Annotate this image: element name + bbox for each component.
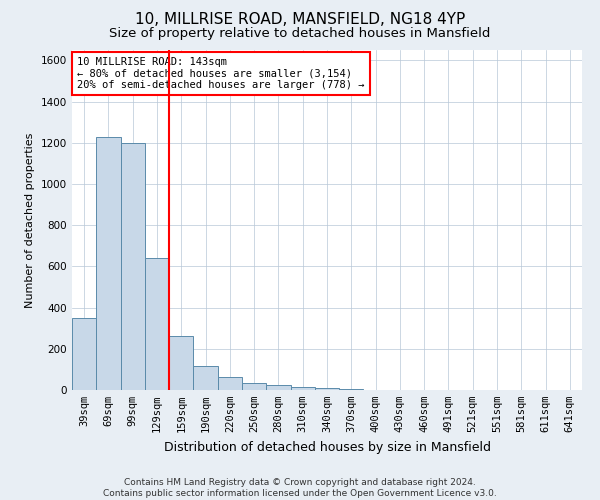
Text: 10 MILLRISE ROAD: 143sqm
← 80% of detached houses are smaller (3,154)
20% of sem: 10 MILLRISE ROAD: 143sqm ← 80% of detach… — [77, 57, 365, 90]
Bar — [339, 389, 364, 390]
Bar — [72, 318, 96, 390]
Text: 10, MILLRISE ROAD, MANSFIELD, NG18 4YP: 10, MILLRISE ROAD, MANSFIELD, NG18 4YP — [135, 12, 465, 28]
Bar — [193, 366, 218, 390]
Bar — [242, 383, 266, 390]
Bar — [218, 376, 242, 390]
Bar — [169, 336, 193, 390]
X-axis label: Distribution of detached houses by size in Mansfield: Distribution of detached houses by size … — [163, 440, 491, 454]
Bar — [145, 258, 169, 390]
Bar — [266, 385, 290, 390]
Bar — [96, 136, 121, 390]
Text: Contains HM Land Registry data © Crown copyright and database right 2024.
Contai: Contains HM Land Registry data © Crown c… — [103, 478, 497, 498]
Bar — [121, 142, 145, 390]
Text: Size of property relative to detached houses in Mansfield: Size of property relative to detached ho… — [109, 28, 491, 40]
Y-axis label: Number of detached properties: Number of detached properties — [25, 132, 35, 308]
Bar — [290, 387, 315, 390]
Bar — [315, 388, 339, 390]
